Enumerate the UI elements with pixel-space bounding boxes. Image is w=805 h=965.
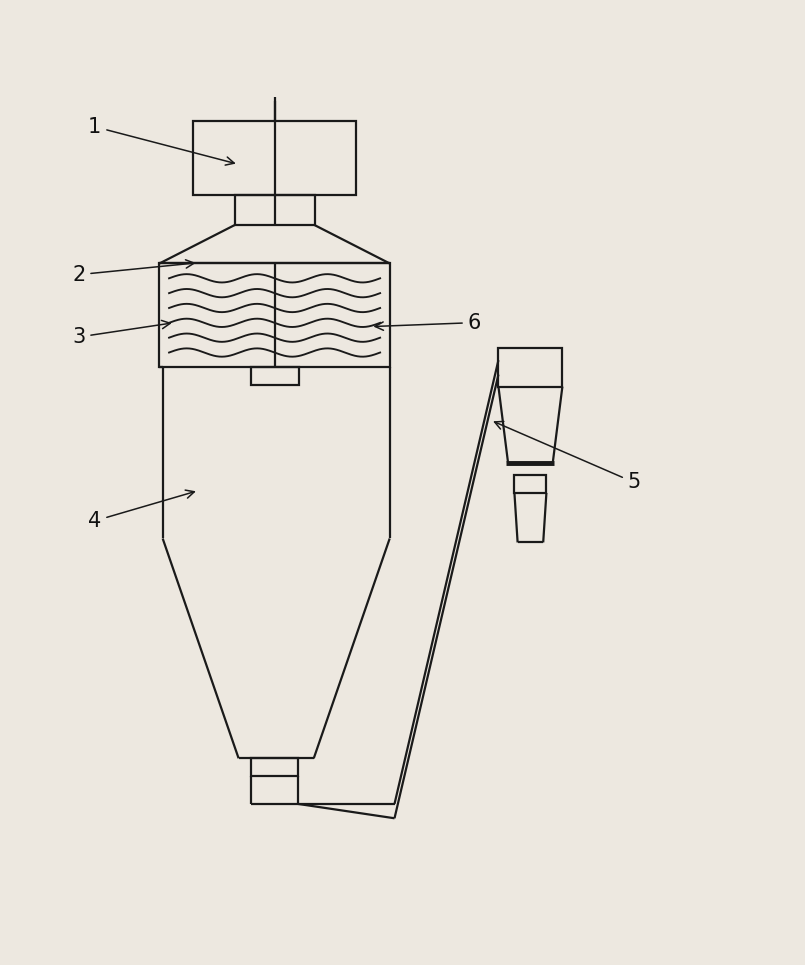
Bar <box>498 348 563 387</box>
Bar <box>514 476 547 493</box>
Bar <box>234 195 315 225</box>
Bar <box>159 263 390 368</box>
Text: 6: 6 <box>375 313 481 333</box>
Text: 4: 4 <box>88 490 194 531</box>
Bar <box>250 368 299 385</box>
Bar <box>193 122 356 195</box>
Text: 1: 1 <box>88 117 234 165</box>
Text: 5: 5 <box>494 422 641 492</box>
Bar <box>251 758 298 776</box>
Text: 3: 3 <box>72 320 170 347</box>
Text: 2: 2 <box>72 260 194 285</box>
